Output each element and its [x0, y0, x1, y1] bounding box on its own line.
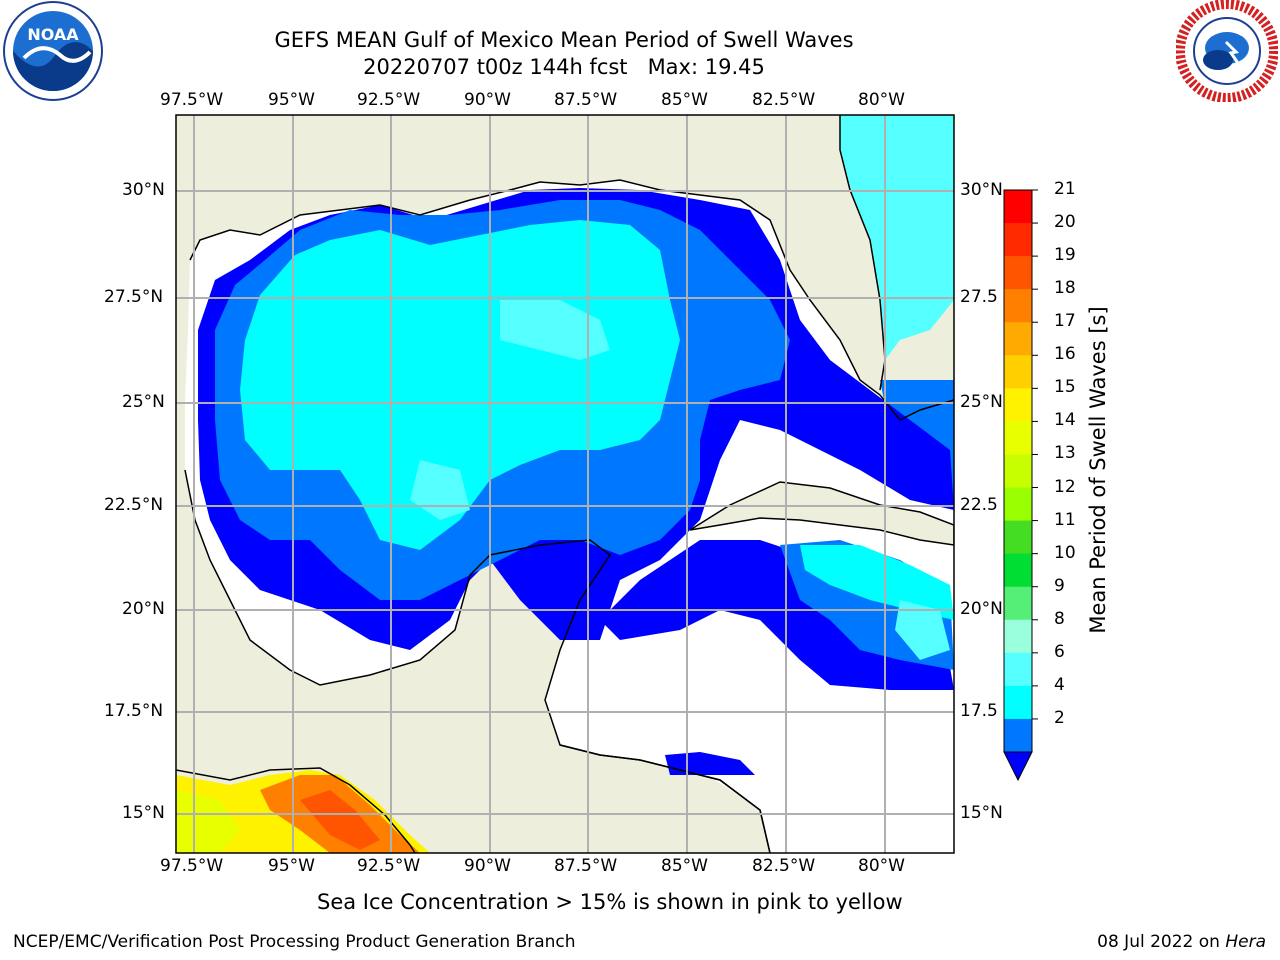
lon-label-top-4: 90°W: [464, 90, 511, 110]
colorbar-segment: [1004, 223, 1032, 257]
colorbar-segment: [1004, 454, 1032, 489]
lat-label-left-7: 15°N: [122, 803, 165, 823]
lat-label-right-6: 17.5: [960, 701, 998, 721]
lat-label-right-1: 30°N: [960, 180, 1003, 200]
colorbar-tick-label: 19: [1054, 245, 1076, 266]
pacific-swell-lime: [176, 790, 240, 853]
colorbar-tick-label: 9: [1054, 575, 1065, 596]
footer-date: 08 Jul 2022 on Hera: [1097, 932, 1266, 952]
colorbar-segment: [1004, 289, 1032, 323]
footer-credit: NCEP/EMC/Verification Post Processing Pr…: [13, 932, 576, 952]
map-plot-area: [176, 115, 954, 853]
lon-label-top-3: 92.5°W: [357, 90, 421, 110]
lat-label-right-7: 15°N: [960, 803, 1003, 823]
colorbar-segment: [1004, 553, 1032, 588]
map-title-line2: 20220707 t00z 144h fcst Max: 19.45: [363, 55, 765, 79]
lon-label-bottom-3: 92.5°W: [357, 856, 421, 876]
colorbar-segment: [1004, 355, 1032, 389]
lat-label-right-5: 20°N: [960, 599, 1003, 619]
lat-label-right-2: 27.5: [960, 287, 998, 307]
colorbar-segment: [1004, 586, 1032, 621]
colorbar-segment: [1004, 322, 1032, 356]
lon-label-bottom-1: 97.5°W: [160, 856, 224, 876]
colorbar-segment: [1004, 718, 1032, 753]
lat-label-left-4: 22.5°N: [104, 495, 164, 515]
noaa-logo-icon: NOAA: [2, 0, 104, 102]
colorbar-tick-label: 18: [1054, 278, 1076, 299]
swell-band-8-9-c: [895, 600, 950, 660]
colorbar-tick-label: 15: [1054, 377, 1076, 398]
central-america-coast: [559, 744, 771, 853]
lon-label-top-8: 80°W: [858, 90, 905, 110]
colorbar-tick-label: 17: [1054, 311, 1076, 332]
lat-label-left-6: 17.5°N: [104, 701, 164, 721]
cuba-island: [689, 481, 954, 546]
lon-label-bottom-6: 85°W: [661, 856, 708, 876]
pacific-swell-redorange: [300, 790, 380, 850]
pacific-coast: [176, 767, 416, 853]
map-title-line1: GEFS MEAN Gulf of Mexico Mean Period of …: [274, 28, 854, 52]
lon-label-top-7: 82.5°W: [752, 90, 816, 110]
noaa-logo-text: NOAA: [27, 25, 79, 44]
lat-label-left-2: 27.5°N: [104, 287, 164, 307]
footer-host: Hera: [1225, 932, 1266, 952]
lon-label-bottom-4: 90°W: [464, 856, 511, 876]
lon-label-top-5: 87.5°W: [554, 90, 618, 110]
colorbar-segment: [1004, 487, 1032, 522]
colorbar-tick-label: 20: [1054, 212, 1076, 233]
coastline: [189, 179, 954, 421]
colorbar-segment: [1004, 256, 1032, 290]
colorbar-segment: [1004, 652, 1032, 687]
lon-label-bottom-5: 87.5°W: [554, 856, 618, 876]
colorbar-segment: [1004, 685, 1032, 720]
map-frame: [175, 114, 955, 854]
colorbar-segment: [1004, 388, 1032, 422]
footer-date-text: 08 Jul 2022 on: [1097, 932, 1226, 952]
swell-band-8-9: [500, 300, 610, 360]
colorbar-segment: [1004, 190, 1032, 224]
sea-ice-note: Sea Ice Concentration > 15% is shown in …: [317, 890, 903, 914]
colorbar-tick-label: 6: [1054, 641, 1065, 662]
colorbar: [1003, 189, 1038, 782]
colorbar-tick-label: 14: [1054, 410, 1076, 431]
lat-label-left-1: 30°N: [122, 180, 165, 200]
colorbar-segment: [1004, 520, 1032, 555]
colorbar-segment: [1004, 421, 1032, 455]
colorbar-tick-label: 11: [1054, 509, 1076, 530]
colorbar-extend-arrow: [1003, 751, 1033, 782]
colorbar-frame: [1003, 189, 1033, 753]
lon-label-bottom-2: 95°W: [268, 856, 315, 876]
swell-band-6-8-carib: [800, 545, 954, 620]
lat-label-left-3: 25°N: [122, 392, 165, 412]
lat-label-right-4: 22.5: [960, 495, 998, 515]
colorbar-tick-label: 4: [1054, 674, 1065, 695]
nws-logo-icon: [1175, 0, 1279, 103]
colorbar-segment: [1004, 619, 1032, 654]
colorbar-tick-label: 12: [1054, 476, 1076, 497]
colorbar-tick-label: 13: [1054, 443, 1076, 464]
colorbar-tick-label: 21: [1054, 179, 1076, 199]
lat-label-right-3: 25°N: [960, 392, 1003, 412]
lon-label-bottom-8: 80°W: [858, 856, 905, 876]
swell-band-6-8: [240, 220, 680, 550]
colorbar-tick-label: 8: [1054, 608, 1065, 629]
lon-label-top-2: 95°W: [268, 90, 315, 110]
colorbar-tick-label: 16: [1054, 344, 1076, 365]
grid-lines: [176, 115, 954, 853]
colorbar-title: Mean Period of Swell Waves [s]: [1086, 306, 1110, 634]
lat-label-left-5: 20°N: [122, 599, 165, 619]
lon-label-bottom-7: 82.5°W: [752, 856, 816, 876]
lon-label-top-1: 97.5°W: [160, 90, 224, 110]
colorbar-tick-label: 2: [1054, 707, 1065, 728]
colorbar-tick-label: 10: [1054, 542, 1076, 563]
lon-label-top-6: 85°W: [661, 90, 708, 110]
